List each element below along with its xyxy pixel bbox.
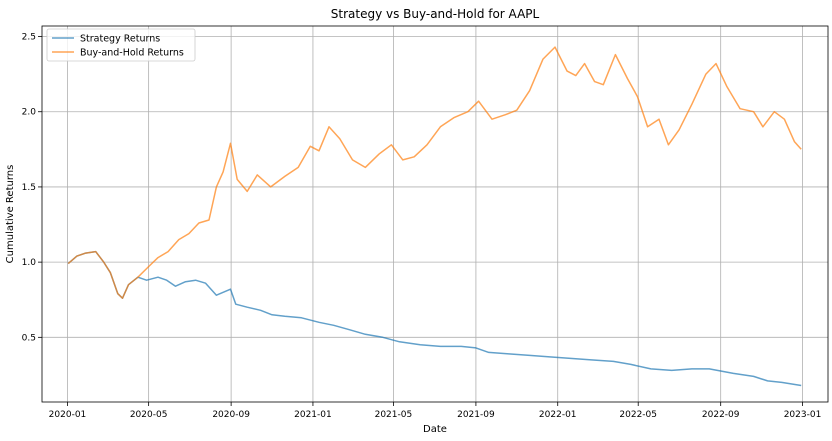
y-axis-ticks: 0.5 1.0 1.5 2.0 2.5 <box>22 33 42 343</box>
grid <box>42 26 828 402</box>
x-tick-label: 2020-01 <box>49 410 87 420</box>
legend: Strategy Returns Buy-and-Hold Returns <box>46 28 196 62</box>
x-tick-label: 2021-05 <box>375 410 413 420</box>
x-tick-label: 2021-09 <box>457 410 495 420</box>
y-tick-label: 1.5 <box>22 183 36 193</box>
series-lines <box>67 46 802 387</box>
x-axis-ticks: 2020-01 2020-05 2020-09 2021-01 2021-05 2021-… <box>49 402 822 420</box>
y-axis-label: Cumulative Returns <box>5 165 16 264</box>
chart-title: Strategy vs Buy-and-Hold for AAPL <box>331 7 540 21</box>
x-tick-label: 2022-09 <box>702 410 740 420</box>
plot-frame <box>41 25 829 403</box>
x-tick-label: 2023-01 <box>784 410 822 420</box>
x-tick-label: 2020-05 <box>130 410 168 420</box>
x-tick-label: 2022-01 <box>539 410 577 420</box>
y-tick-label: 2.0 <box>22 108 37 118</box>
series-line-2 <box>67 46 802 299</box>
y-tick-label: 2.5 <box>22 33 36 43</box>
legend-box <box>46 28 196 62</box>
x-axis-label: Date <box>423 424 447 435</box>
legend-label: Strategy Returns <box>80 34 160 45</box>
x-tick-label: 2022-05 <box>619 410 657 420</box>
y-tick-label: 0.5 <box>22 333 36 343</box>
x-tick-label: 2021-01 <box>294 410 332 420</box>
x-tick-label: 2020-09 <box>212 410 250 420</box>
y-tick-label: 1.0 <box>22 258 37 268</box>
series-line-1 <box>67 250 802 387</box>
legend-label: Buy-and-Hold Returns <box>80 48 184 59</box>
